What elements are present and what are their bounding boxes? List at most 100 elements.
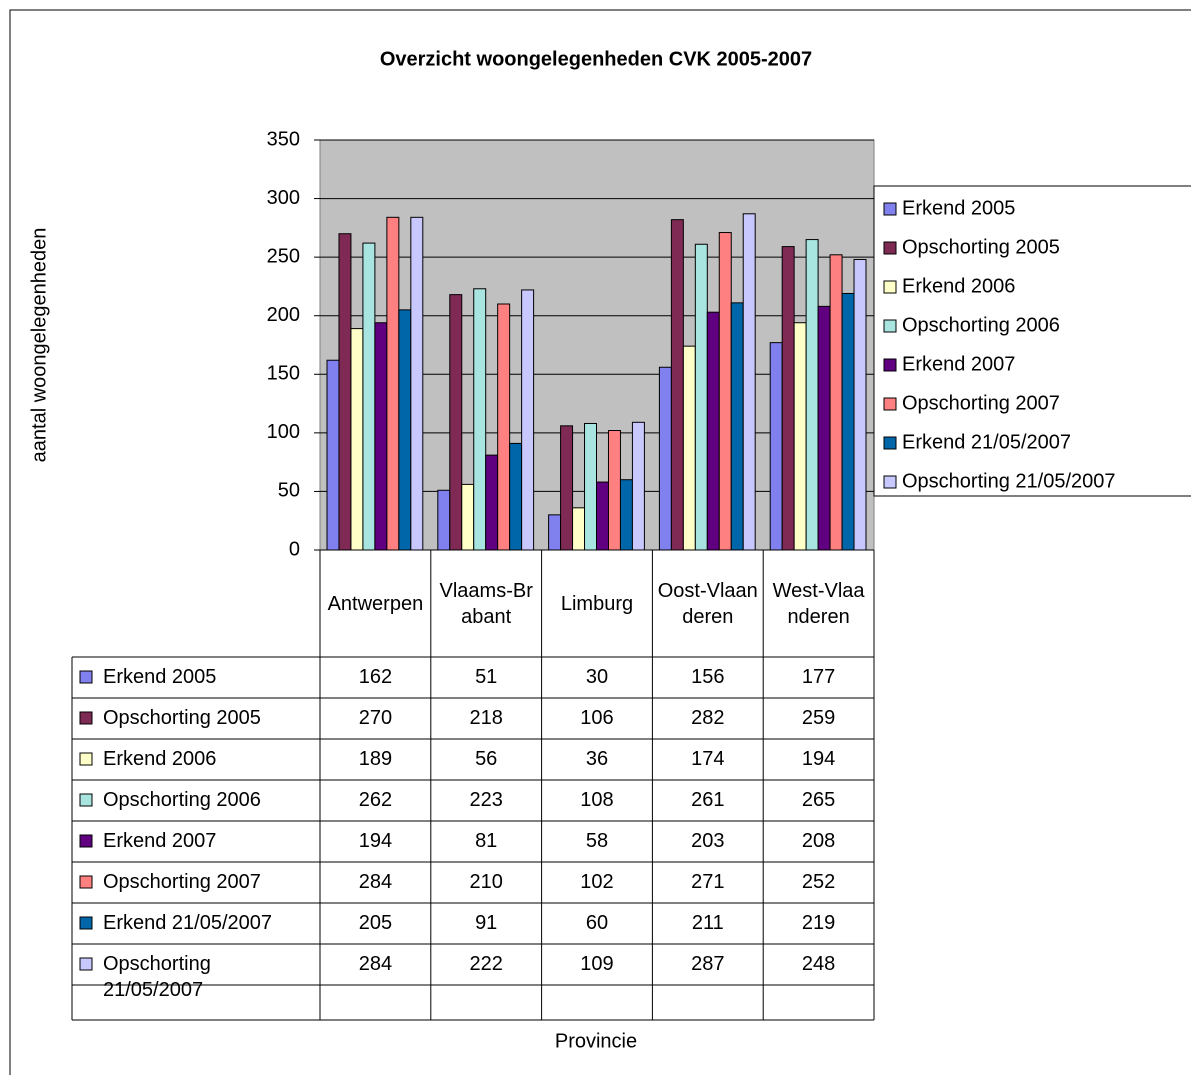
table-value: 162 — [358, 666, 393, 688]
table-value: 284 — [358, 871, 393, 893]
y-tick-label: 200 — [267, 304, 300, 326]
x-axis-label: Provincie — [555, 1030, 637, 1052]
bar — [596, 481, 609, 551]
table-value: 109 — [580, 953, 614, 975]
bar — [509, 442, 523, 551]
table-value: 270 — [358, 707, 393, 729]
row-label: Opschorting 2005 — [103, 707, 261, 729]
bar — [769, 342, 783, 551]
table-value: 261 — [691, 789, 725, 811]
table-value: 174 — [691, 748, 725, 770]
bar — [694, 243, 708, 551]
legend-key — [883, 280, 897, 294]
legend-key — [79, 916, 93, 930]
legend-label: Erkend 2005 — [902, 197, 1015, 219]
bar — [485, 454, 499, 551]
table-value: 102 — [580, 871, 614, 893]
bar — [781, 246, 795, 551]
category-label: West-Vlaanderen — [772, 579, 865, 628]
table-value: 51 — [475, 666, 498, 688]
legend-label: Opschorting 21/05/2007 — [902, 470, 1116, 492]
table-value: 210 — [469, 871, 503, 893]
bar — [521, 289, 535, 551]
bar — [718, 232, 732, 551]
bar — [548, 514, 562, 551]
table-value: 156 — [691, 666, 725, 688]
legend-label: Opschorting 2007 — [902, 392, 1060, 414]
row-label: Opschorting 21/05/2007 — [103, 953, 211, 1001]
y-tick-label: 250 — [267, 245, 300, 267]
bar — [461, 483, 475, 551]
row-label: Erkend 2007 — [103, 830, 217, 852]
table-value: 36 — [585, 748, 609, 770]
bar — [350, 328, 364, 551]
table-value: 211 — [691, 912, 724, 934]
bar — [338, 233, 352, 551]
legend-label: Opschorting 2005 — [902, 236, 1060, 258]
bar — [631, 421, 645, 551]
table-value: 58 — [585, 830, 609, 852]
legend-key — [79, 752, 93, 766]
y-axis-label: aantal woongelegenheden — [28, 228, 50, 463]
bar — [619, 479, 633, 551]
table-value: 60 — [585, 912, 609, 934]
legend-label: Erkend 21/05/2007 — [902, 431, 1071, 453]
bar — [473, 288, 487, 551]
legend-key — [883, 475, 897, 489]
legend-key — [883, 319, 897, 333]
bar — [706, 311, 720, 551]
legend-box — [873, 185, 1191, 497]
legend-key — [79, 793, 93, 807]
legend-key — [79, 711, 93, 725]
table-value: 108 — [580, 789, 614, 811]
table-value: 282 — [691, 707, 725, 729]
y-tick-label: 0 — [289, 538, 300, 560]
legend-key — [79, 670, 93, 684]
bar — [817, 305, 831, 551]
table-value: 30 — [585, 666, 609, 688]
table-value: 203 — [691, 830, 725, 852]
row-label: Opschorting 2007 — [103, 871, 261, 893]
bar — [497, 303, 511, 551]
table-value: 106 — [580, 707, 614, 729]
legend-label: Opschorting 2006 — [902, 314, 1060, 336]
bar — [670, 219, 684, 551]
category-label: Limburg — [560, 592, 634, 615]
bar — [572, 507, 586, 551]
table-value: 208 — [801, 830, 836, 852]
table-value: 91 — [475, 912, 498, 934]
category-label: Vlaams-Brabant — [439, 579, 533, 628]
bar — [560, 425, 574, 551]
y-tick-label: 350 — [267, 128, 300, 150]
bar — [326, 359, 340, 551]
bar — [730, 302, 744, 551]
table-value: 177 — [801, 666, 836, 688]
category-label: Antwerpen — [327, 592, 424, 615]
table-value: 262 — [358, 789, 393, 811]
table-value: 222 — [469, 953, 503, 975]
table-value: 205 — [358, 912, 393, 934]
bar — [449, 294, 463, 551]
bar — [742, 213, 756, 551]
table-value: 223 — [469, 789, 503, 811]
bar — [398, 309, 412, 551]
table-value: 284 — [358, 953, 393, 975]
bar — [682, 345, 696, 551]
bar — [362, 242, 376, 551]
table-value: 265 — [801, 789, 836, 811]
row-label: Erkend 2005 — [103, 666, 217, 688]
table-value: 252 — [801, 871, 836, 893]
table-value: 287 — [691, 953, 725, 975]
legend-label: Erkend 2006 — [902, 275, 1015, 297]
row-label: Erkend 2006 — [103, 748, 217, 770]
y-tick-label: 50 — [278, 480, 300, 502]
legend-label: Erkend 2007 — [902, 353, 1015, 375]
legend-key — [883, 358, 897, 372]
table-value: 56 — [475, 748, 498, 770]
y-tick-label: 300 — [267, 187, 300, 209]
bar — [374, 322, 388, 551]
bar — [410, 216, 424, 551]
table-value: 194 — [801, 748, 836, 770]
table-value: 194 — [358, 830, 393, 852]
